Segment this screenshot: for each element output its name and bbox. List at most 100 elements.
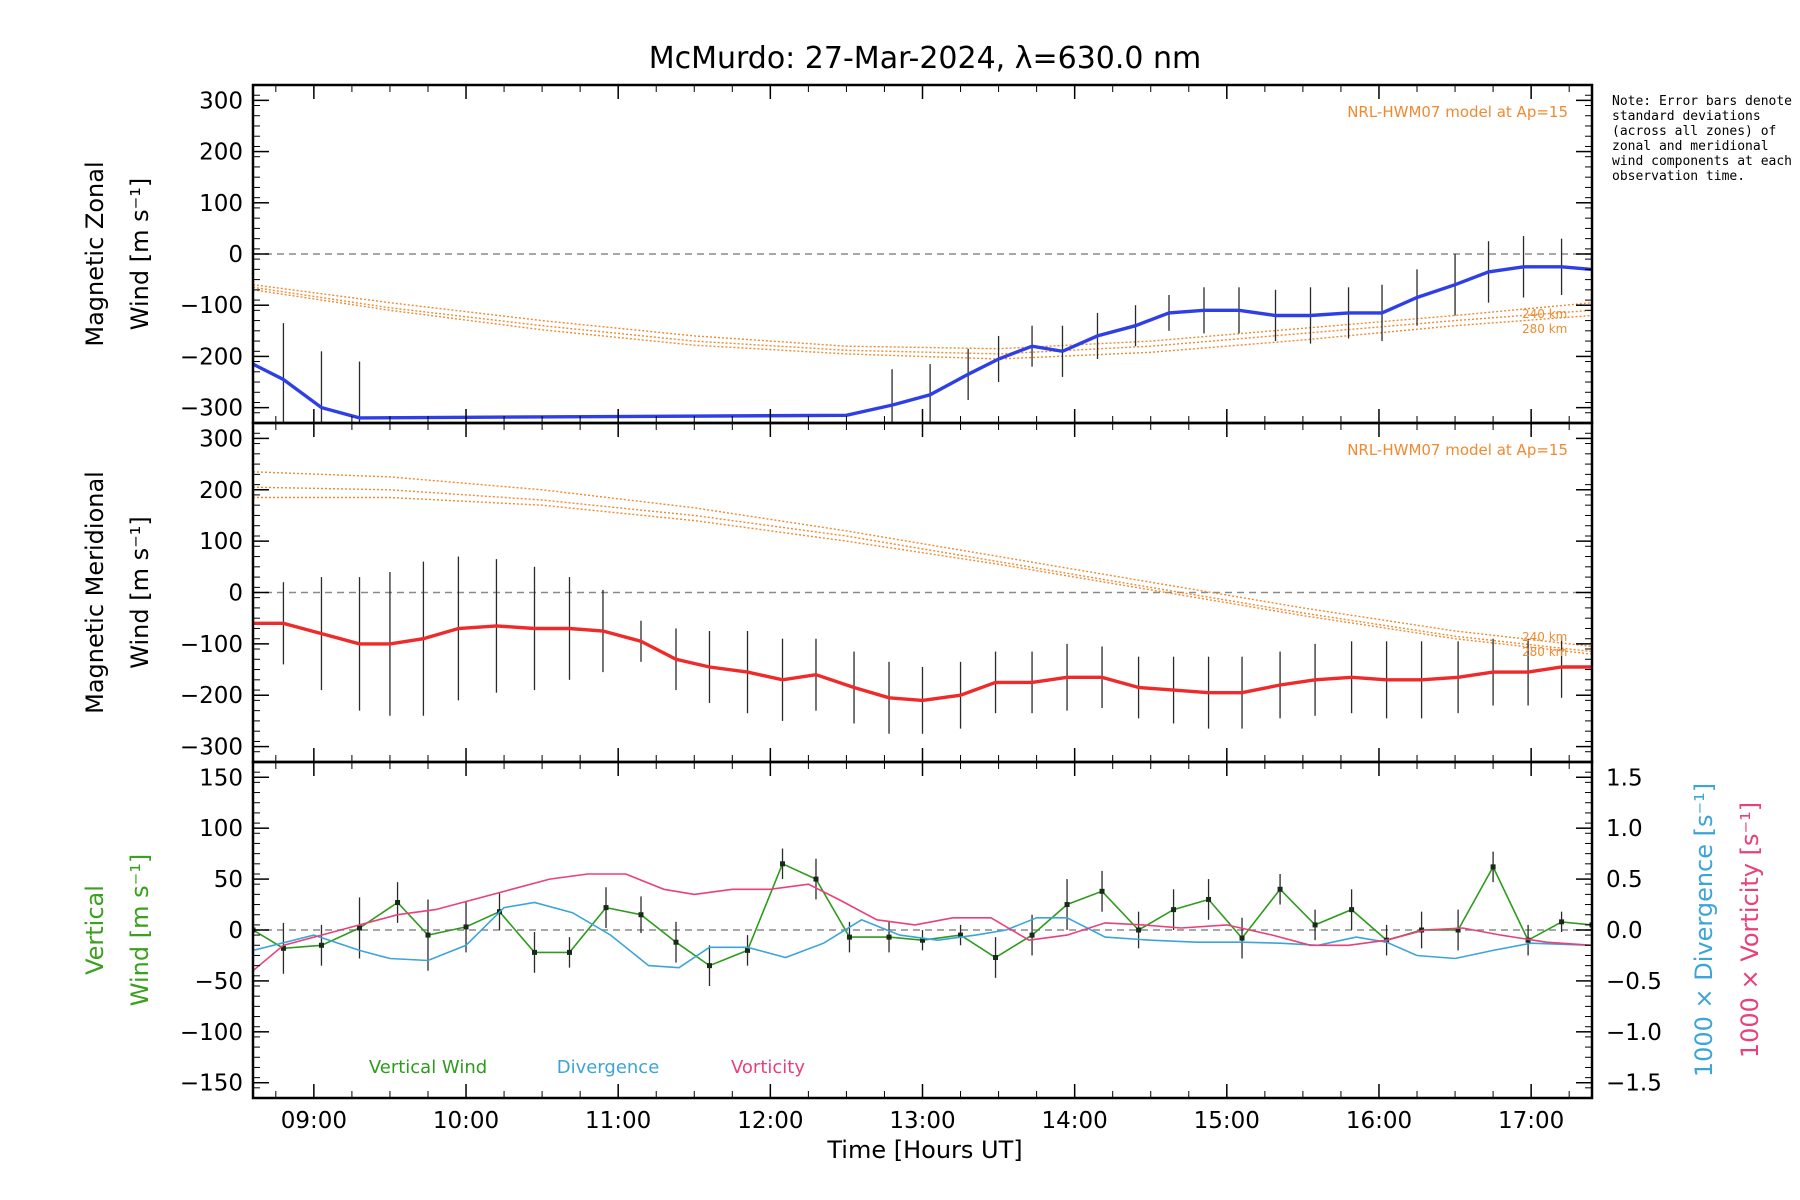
right-tick-label: −0.5 [1606,969,1662,995]
data-point [886,934,892,940]
y-axis-label-line2: Wind [m s⁻¹] [126,178,154,330]
y-tick-label: 50 [214,867,243,893]
data-point [1064,902,1070,908]
x-axis-label: Time [Hours UT] [826,1136,1022,1164]
series-line-0 [253,621,1592,703]
data-point [1559,919,1565,925]
x-tick-label: 11:00 [585,1108,651,1134]
data-point [780,861,786,867]
data-point [638,912,644,918]
model-curve-0 [253,471,1592,648]
data-point [1029,932,1035,938]
panel-vertical: −150 −100 −50 0 50 100 150 Vertical Wind [m s⁻¹]… [81,760,1764,1100]
data-point [1312,922,1318,928]
data-point [318,942,324,948]
plot-area-zonal [253,236,1592,423]
legend-item: Divergence [557,1057,660,1078]
panels-group: −300 −200 −100 0 100 200 300 Magnetic Zonal Wind… [81,83,1764,1134]
y-tick-label: 0 [228,918,243,944]
right-tick-label: −1.5 [1606,1071,1662,1097]
right-axis-label-divergence: 1000 × Divergence [s⁻¹] [1690,783,1718,1077]
data-point [1206,896,1212,902]
data-point [1525,937,1531,943]
y-tick-label: 0 [228,242,243,268]
y-tick-label: −50 [194,969,243,995]
data-point [357,925,363,931]
y-tick-label: 300 [199,88,243,114]
series-line-2 [253,873,1592,972]
x-tick-label: 14:00 [1042,1108,1108,1134]
data-point [566,949,572,955]
legend-item: Vertical Wind [369,1057,487,1078]
panel-frame [251,83,1594,425]
data-point [1349,907,1355,913]
series-line-0 [253,265,1592,420]
y-tick-label: −300 [180,735,243,761]
y-tick-label: 100 [199,191,243,217]
data-point [1171,907,1177,913]
data-point [463,924,469,930]
data-point [706,963,712,969]
y-tick-label: 300 [199,426,243,452]
y-tick-label: 100 [199,816,243,842]
model-curve-1 [253,286,1592,355]
y-axis-label-line2: Wind [m s⁻¹] [126,516,154,668]
x-tick-label: 09:00 [281,1108,347,1134]
data-point [813,876,819,882]
error-bar-note: Note: Error bars denote standard deviati… [1612,94,1793,184]
panel-meridional: −300 −200 −100 0 100 200 300 Magnetic Meridiona… [81,421,1594,764]
data-point [280,945,286,951]
right-tick-label: 0.5 [1606,867,1643,893]
model-alt-label: 240 km [1522,307,1567,321]
model-curve-2 [253,289,1592,360]
data-point [993,954,999,960]
x-tick-label: 15:00 [1194,1108,1260,1134]
data-point [395,900,401,906]
data-point [1277,886,1283,892]
y-tick-label: −200 [180,344,243,370]
x-tick-label: 17:00 [1498,1108,1564,1134]
model-alt-label: 280 km [1522,645,1567,659]
y-tick-label: 200 [199,140,243,166]
y-tick-label: −100 [180,1020,243,1046]
panel-zonal: −300 −200 −100 0 100 200 300 Magnetic Zonal Wind… [81,83,1594,425]
x-tick-label: 16:00 [1346,1108,1412,1134]
y-axis-label-line1: Magnetic Zonal [81,161,109,346]
model-curve-0 [253,284,1592,350]
plot-area-meridional [253,471,1592,734]
data-point [1099,888,1105,894]
data-point [1136,927,1142,933]
right-tick-label: 0.0 [1606,918,1643,944]
data-point [1239,935,1245,941]
model-alt-label: 240 km [1522,630,1567,644]
data-point [1490,864,1496,870]
y-axis-label-line1: Magnetic Meridional [81,471,109,714]
x-tick-label: 10:00 [433,1108,499,1134]
data-point [425,932,431,938]
data-point [1455,927,1461,933]
y-tick-label: 200 [199,478,243,504]
y-axis-label-line2: Wind [m s⁻¹] [126,854,154,1006]
right-tick-label: −1.0 [1606,1020,1662,1046]
data-point [958,932,964,938]
model-curve-1 [253,486,1592,653]
data-point [745,947,751,953]
y-tick-label: −150 [180,1071,243,1097]
x-tick-label: 12:00 [737,1108,803,1134]
series-line-1 [253,901,1592,969]
model-alt-label: 280 km [1522,322,1567,336]
data-point [846,934,852,940]
chart-title: McMurdo: 27-Mar-2024, λ=630.0 nm [649,41,1202,76]
data-point [531,949,537,955]
y-tick-label: 0 [228,581,243,607]
y-tick-label: 100 [199,529,243,555]
model-label: NRL-HWM07 model at Ap=15 [1347,441,1568,459]
y-tick-label: −200 [180,683,243,709]
y-tick-label: −100 [180,293,243,319]
data-point [673,939,679,945]
legend-item: Vorticity [731,1057,805,1078]
y-axis-label-line1: Vertical [81,885,109,975]
model-label: NRL-HWM07 model at Ap=15 [1347,103,1568,121]
right-axis-label-vorticity: 1000 × Vorticity [s⁻¹] [1736,802,1764,1058]
